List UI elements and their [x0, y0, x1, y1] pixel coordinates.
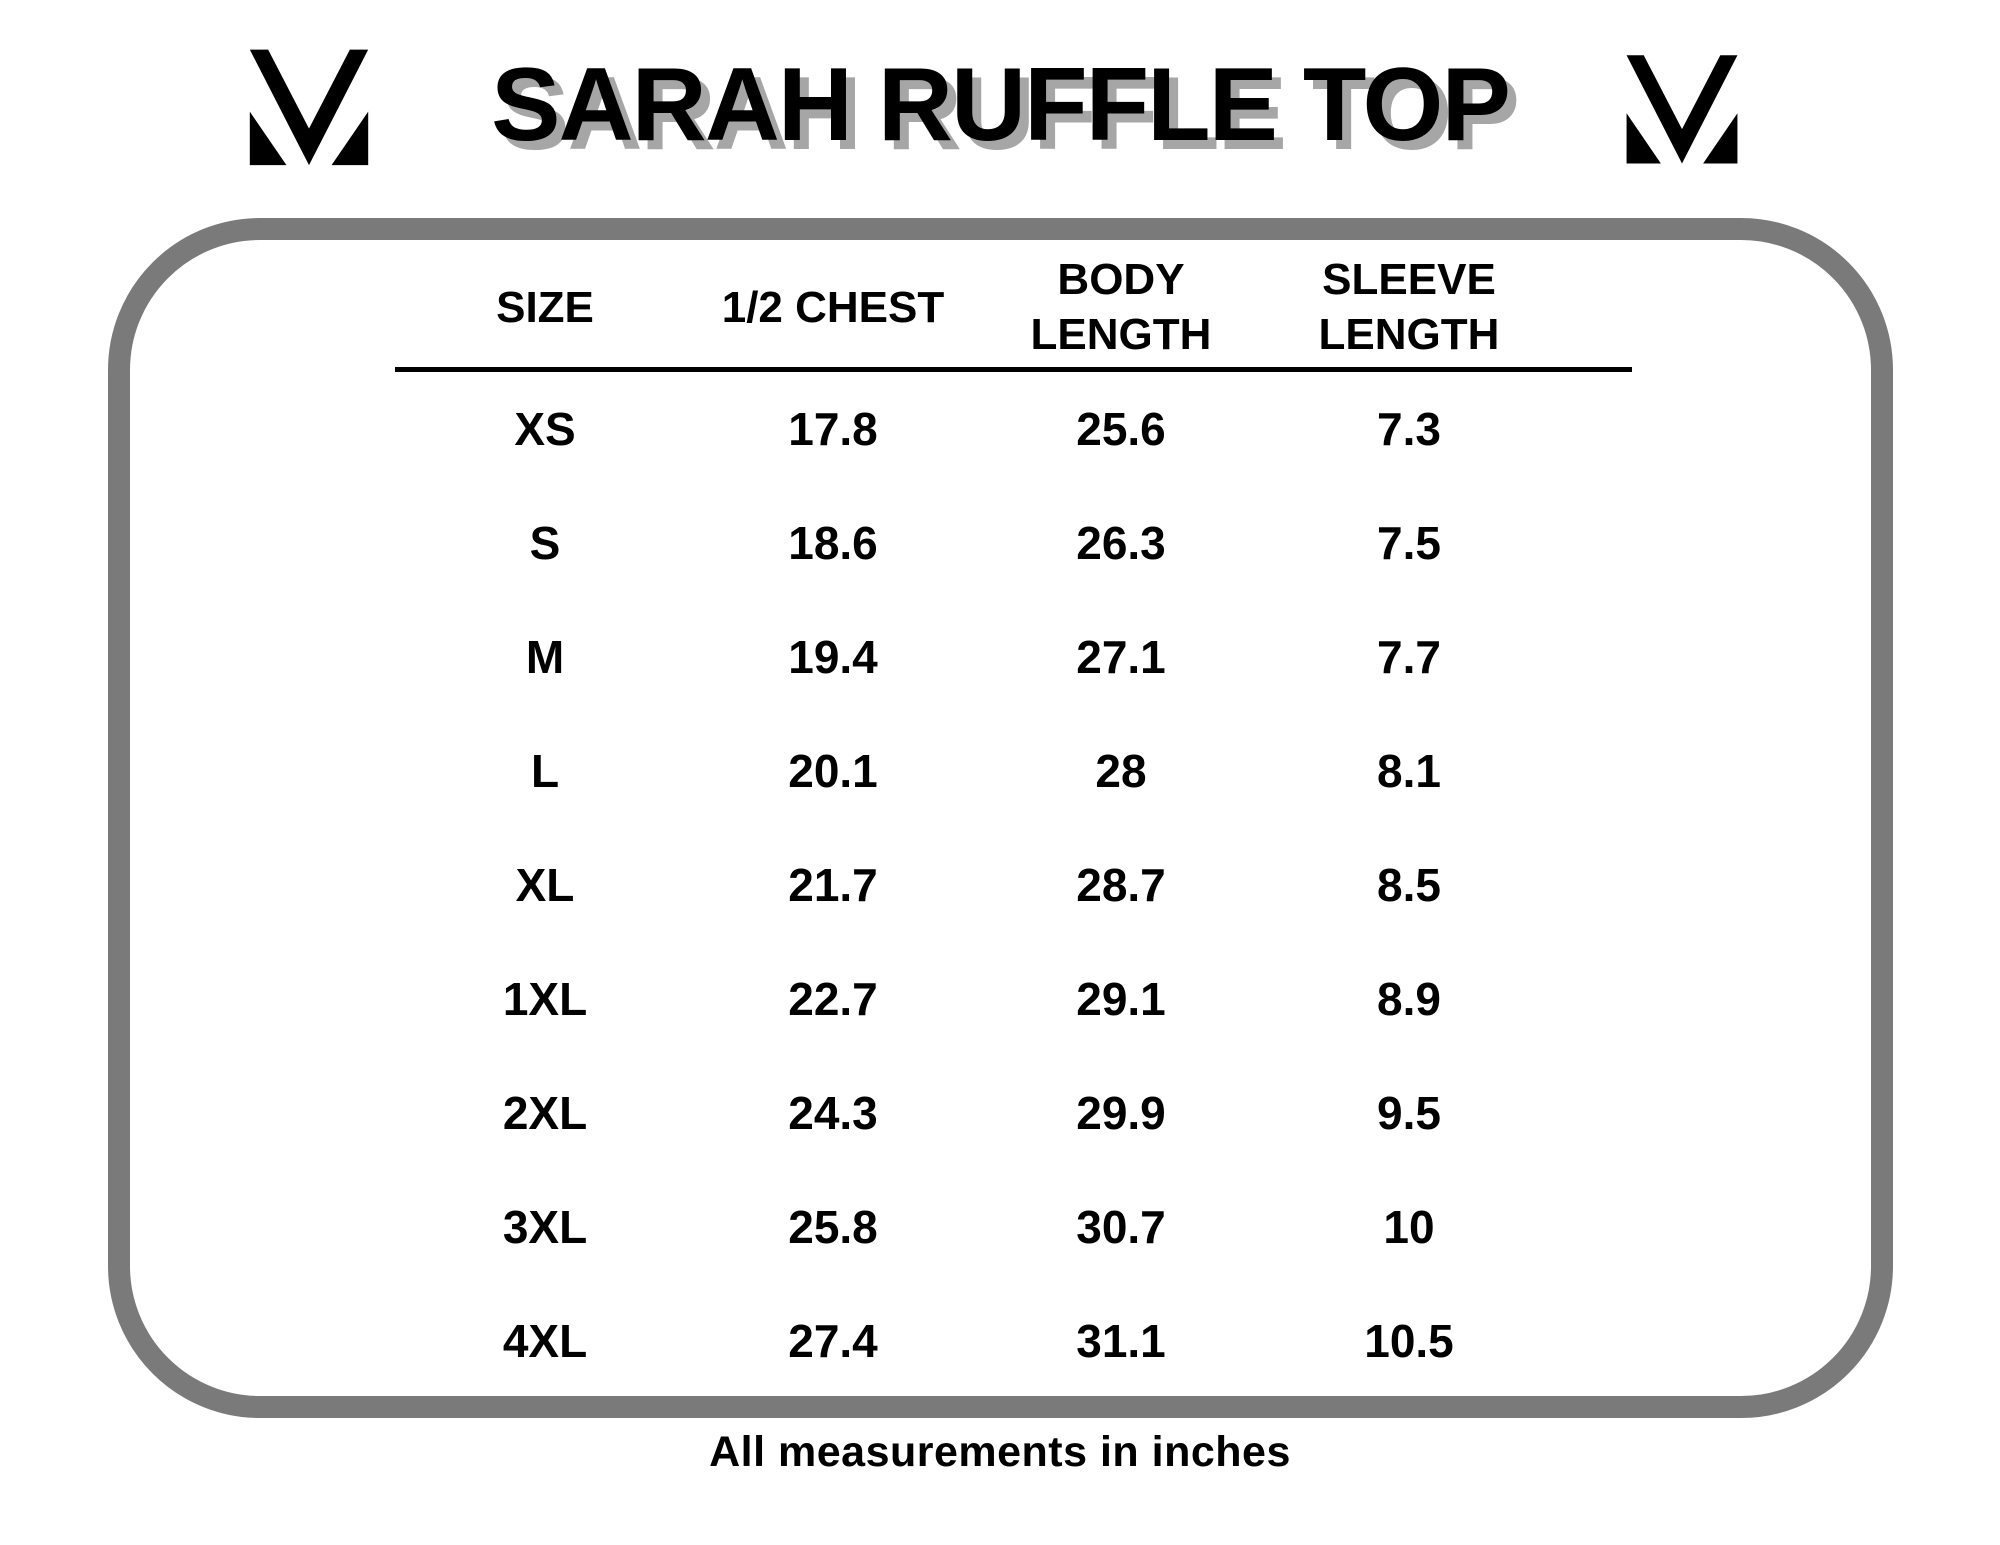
column-header: BODY LENGTH: [1030, 255, 1212, 359]
header-divider: [395, 367, 1632, 372]
measurement-cell: 7.3: [1377, 403, 1441, 455]
measurement-cell: 8.5: [1377, 859, 1441, 911]
measurement-cell: 20.1: [788, 745, 878, 797]
size-label: 2XL: [502, 1087, 588, 1139]
measurement-cell: 19.4: [788, 631, 878, 683]
measurement-cell: 17.8: [788, 403, 878, 455]
measurement-cell: 28: [1095, 745, 1147, 797]
measurement-cell: 18.6: [788, 517, 878, 569]
size-label: S: [529, 517, 561, 569]
measurement-cell: 21.7: [788, 859, 878, 911]
measurement-cell: 28.7: [1076, 859, 1166, 911]
measurement-cell: 7.7: [1377, 631, 1441, 683]
measurement-cell: 31.1: [1076, 1315, 1166, 1367]
mv-monogram-icon: [1616, 49, 1748, 167]
column-header: 1/2 CHEST: [721, 282, 945, 332]
measurement-cell: 29.1: [1076, 973, 1166, 1025]
measurement-cell: 10: [1383, 1201, 1435, 1253]
size-label: 3XL: [502, 1201, 588, 1253]
measurement-cell: 8.9: [1377, 973, 1441, 1025]
size-label: XL: [515, 859, 575, 911]
size-label: 1XL: [502, 973, 588, 1025]
page-title: SARAH RUFFLE TOP: [491, 47, 1511, 163]
measurement-cell: 29.9: [1076, 1087, 1166, 1139]
size-chart-frame: [108, 218, 1893, 1418]
measurement-cell: 30.7: [1076, 1201, 1166, 1253]
measurement-cell: 27.1: [1076, 631, 1166, 683]
column-header: SIZE: [496, 282, 594, 332]
measurement-cell: 25.8: [788, 1201, 878, 1253]
size-label: XS: [514, 403, 576, 455]
size-table-body: XS 17.8 25.6 7.3 S 18.6 26.3 7.5 M 19.4 27.1 7.7 L 20…: [401, 372, 1553, 1398]
mv-monogram-icon: [226, 44, 392, 168]
size-table-head: SIZE 1/2 CHEST BODY LENGTH SLEEVE LENGTH: [401, 248, 1553, 366]
footnote: All measurements in inches: [709, 1428, 1291, 1476]
measurement-cell: 26.3: [1076, 517, 1166, 569]
measurement-cell: 25.6: [1076, 403, 1166, 455]
size-label: M: [525, 631, 565, 683]
measurement-cell: 9.5: [1377, 1087, 1441, 1139]
measurement-cell: 7.5: [1377, 517, 1441, 569]
column-header: SLEEVE LENGTH: [1318, 255, 1500, 359]
measurement-cell: 24.3: [788, 1087, 878, 1139]
measurement-cell: 27.4: [788, 1315, 878, 1367]
measurement-cell: 10.5: [1364, 1315, 1454, 1367]
size-label: 4XL: [502, 1315, 588, 1367]
measurement-cell: 8.1: [1377, 745, 1441, 797]
size-label: L: [530, 745, 560, 797]
measurement-cell: 22.7: [788, 973, 878, 1025]
